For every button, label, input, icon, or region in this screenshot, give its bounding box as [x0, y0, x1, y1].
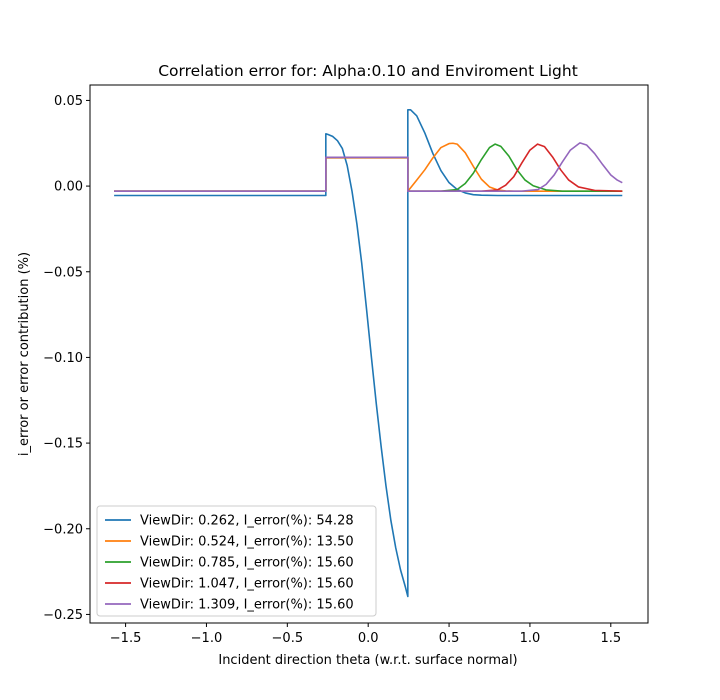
y-tick-label: −0.20 — [43, 522, 83, 537]
series-line-5 — [114, 142, 623, 193]
legend-label: ViewDir: 1.047, I_error(%): 15.60 — [140, 577, 354, 592]
legend-label: ViewDir: 0.785, I_error(%): 15.60 — [140, 556, 354, 571]
x-axis-label: Incident direction theta (w.r.t. surface… — [218, 653, 517, 668]
legend-box — [96, 505, 377, 617]
x-tick-label: 0.0 — [358, 631, 379, 646]
plot-area — [114, 109, 623, 598]
y-tick-label: −0.15 — [43, 437, 83, 452]
y-tick-label: −0.25 — [43, 608, 83, 623]
x-tick-label: 1.0 — [520, 631, 541, 646]
y-axis-label: i_error or error contribution (%) — [17, 252, 32, 456]
y-tick-label: −0.10 — [43, 351, 83, 366]
x-axis: −1.5 −1.0 −0.5 0.0 0.5 1.0 1.5 — [110, 623, 621, 646]
x-tick-label: −1.5 — [110, 631, 142, 646]
axes-frame — [89, 84, 649, 624]
y-tick-label: 0.00 — [54, 180, 83, 195]
y-tick-label: 0.05 — [54, 94, 83, 109]
legend-label: ViewDir: 0.524, I_error(%): 13.50 — [140, 535, 354, 550]
x-tick-label: 1.5 — [600, 631, 621, 646]
y-tick-label: −0.05 — [43, 265, 83, 280]
legend-label: ViewDir: 0.262, I_error(%): 54.28 — [140, 514, 354, 529]
legend: ViewDir: 0.262, I_error(%): 54.28 ViewDir… — [96, 505, 377, 617]
x-tick-label: −0.5 — [272, 631, 304, 646]
legend-label: ViewDir: 1.309, I_error(%): 15.60 — [140, 598, 354, 613]
chart-title: Correlation error for: Alpha:0.10 and En… — [158, 62, 578, 80]
x-tick-label: 0.5 — [439, 631, 460, 646]
y-axis: 0.05 0.00 −0.05 −0.10 −0.15 −0.20 −0.25 — [43, 94, 90, 623]
x-tick-label: −1.0 — [191, 631, 223, 646]
